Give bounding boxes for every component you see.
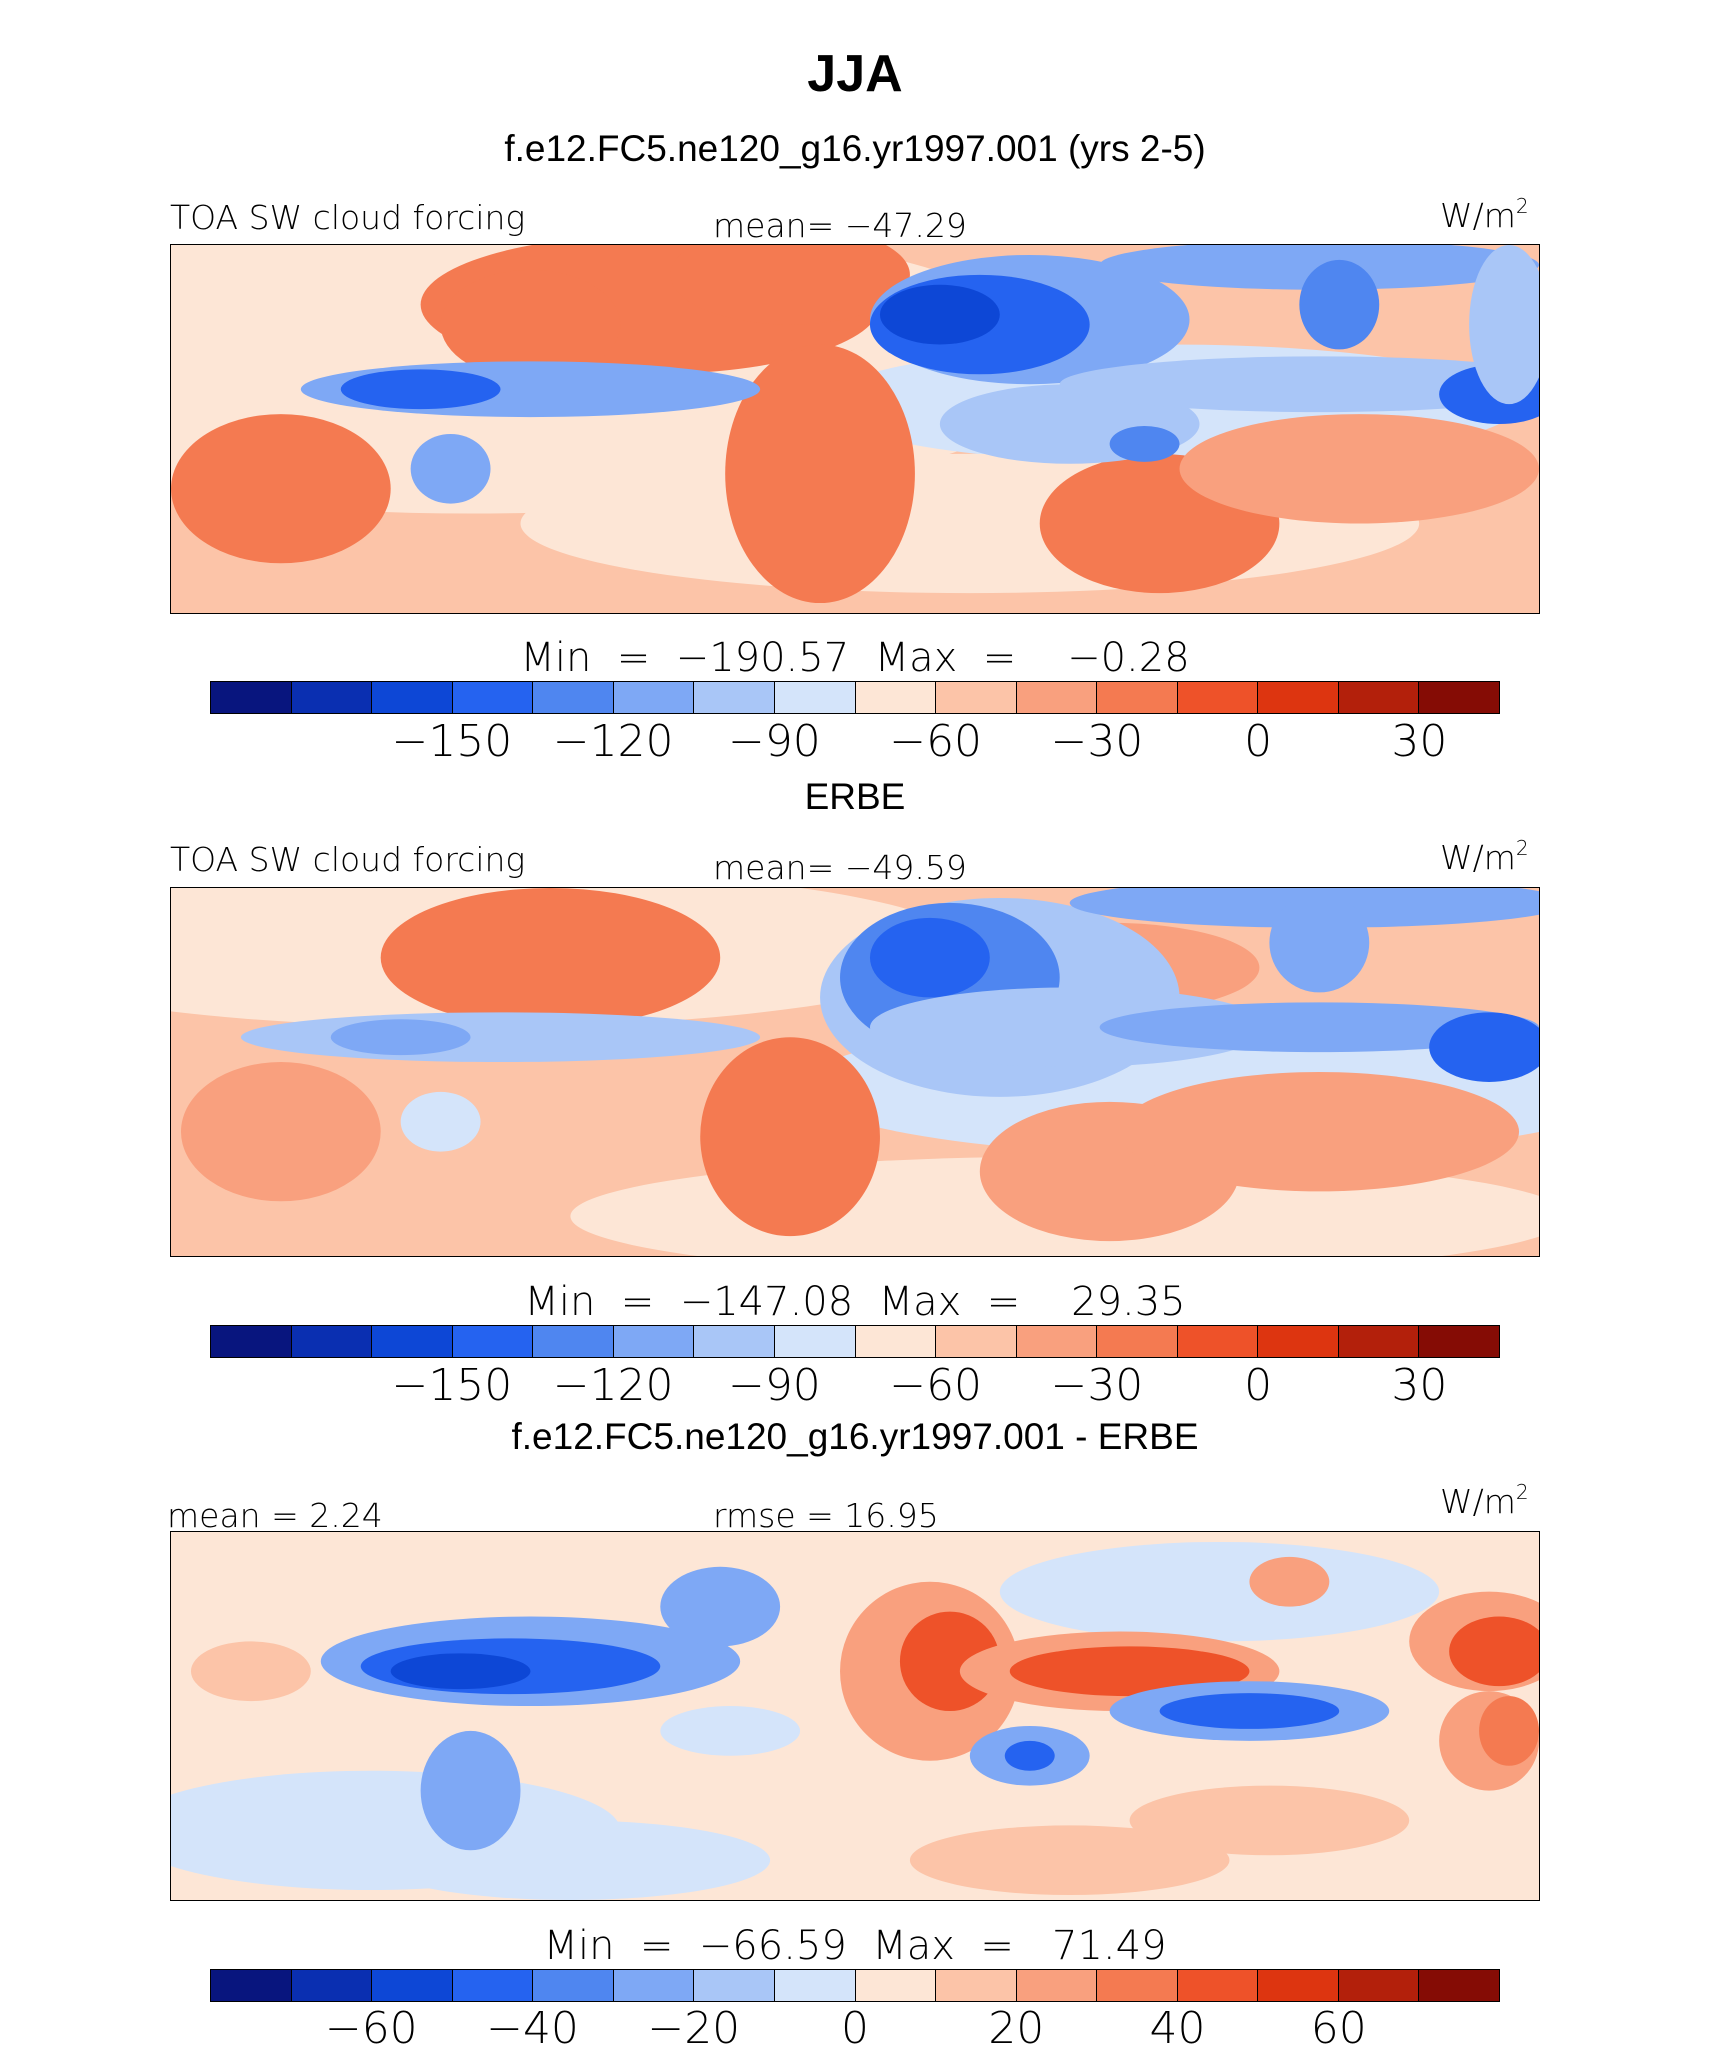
colorbar-swatch [533, 1326, 614, 1357]
colorbar-tick-label: 0 [1244, 716, 1273, 767]
colorbar-swatch [855, 1326, 937, 1357]
panel1-colorbar [210, 681, 1500, 714]
panel3-minmax: Min = −66.59 Max = 71.49 [543, 1923, 1167, 1969]
panel1-colorbar-ticks: −150 −120 −90 −60 −30 0 30 [210, 716, 1500, 767]
colorbar-swatch [291, 1326, 373, 1357]
colorbar-tick-label: −60 [889, 716, 983, 767]
colorbar-tick-label: 30 [1391, 1360, 1448, 1411]
colorbar-tick-label: 20 [988, 2003, 1045, 2054]
colorbar-swatch [533, 682, 614, 713]
panel3-map [170, 1531, 1540, 1901]
panel3-rmse-label: rmse = 16.95 [713, 1496, 939, 1535]
colorbar-swatch [1097, 682, 1178, 713]
colorbar-swatch [613, 682, 695, 713]
colorbar-swatch [1177, 1970, 1259, 2001]
colorbar-swatch [1338, 1326, 1420, 1357]
colorbar-swatch [1097, 1326, 1178, 1357]
panel3-title: f.e12.FC5.ne120_g16.yr1997.001 - ERBE [511, 1416, 1199, 1457]
panel2-units: W/m2 [1440, 836, 1529, 877]
figure-title: JJA [807, 45, 903, 103]
colorbar-swatch [694, 682, 775, 713]
colorbar-swatch [533, 1970, 614, 2001]
colorbar-tick-label: 0 [841, 2003, 869, 2054]
colorbar-swatch [1258, 1970, 1339, 2001]
colorbar-swatch [1016, 1970, 1098, 2001]
figure-subtitle: f.e12.FC5.ne120_g16.yr1997.001 (yrs 2-5) [504, 128, 1206, 169]
colorbar-swatch [1419, 682, 1499, 713]
colorbar-swatch [291, 1970, 373, 2001]
colorbar-tick-label: −90 [727, 716, 821, 767]
panel2-map [170, 887, 1540, 1257]
colorbar-tick-label: −120 [552, 1360, 674, 1411]
colorbar-swatch [613, 1326, 695, 1357]
colorbar-swatch [936, 682, 1017, 713]
colorbar-tick-label: −40 [486, 2003, 579, 2054]
colorbar-swatch [774, 682, 856, 713]
colorbar-tick-label: −30 [1050, 1360, 1144, 1411]
colorbar-swatch [694, 1326, 775, 1357]
colorbar-swatch [211, 1326, 292, 1357]
colorbar-swatch [452, 682, 534, 713]
panel1-units: W/m2 [1440, 194, 1529, 235]
colorbar-swatch [613, 1970, 695, 2001]
colorbar-swatch [1419, 1326, 1499, 1357]
panel2-colorbar-ticks: −150 −120 −90 −60 −30 0 30 [210, 1360, 1500, 1411]
colorbar-tick-label: 40 [1149, 2003, 1206, 2054]
colorbar-tick-label: −60 [324, 2003, 418, 2054]
panel3-colorbar [210, 1969, 1500, 2002]
colorbar-swatch [291, 682, 373, 713]
colorbar-swatch [1097, 1970, 1178, 2001]
colorbar-swatch [855, 1970, 937, 2001]
colorbar-tick-label: 60 [1310, 2003, 1367, 2054]
colorbar-tick-label: −20 [647, 2003, 741, 2054]
colorbar-tick-label: −150 [391, 716, 513, 767]
colorbar-tick-label: −60 [889, 1360, 983, 1411]
colorbar-swatch [1338, 1970, 1420, 2001]
colorbar-swatch [1016, 682, 1098, 713]
colorbar-swatch [1258, 682, 1339, 713]
colorbar-swatch [372, 682, 453, 713]
colorbar-swatch [936, 1970, 1017, 2001]
colorbar-swatch [1177, 682, 1259, 713]
colorbar-tick-label: −30 [1050, 716, 1144, 767]
colorbar-swatch [211, 682, 292, 713]
panel3-units: W/m2 [1440, 1480, 1529, 1521]
colorbar-swatch [372, 1970, 453, 2001]
colorbar-swatch [1177, 1326, 1259, 1357]
panel3-mean-label: mean = 2.24 [167, 1496, 383, 1535]
panel1-mean-label: mean= −47.29 [713, 206, 967, 245]
colorbar-tick-label: −90 [727, 1360, 821, 1411]
colorbar-swatch [1258, 1326, 1339, 1357]
colorbar-swatch [372, 1326, 453, 1357]
colorbar-tick-label: 0 [1244, 1360, 1273, 1411]
colorbar-swatch [1016, 1326, 1098, 1357]
colorbar-swatch [694, 1970, 775, 2001]
colorbar-tick-label: 30 [1391, 716, 1448, 767]
colorbar-swatch [1419, 1970, 1499, 2001]
colorbar-swatch [452, 1970, 534, 2001]
panel2-title: ERBE [804, 776, 906, 817]
colorbar-swatch [452, 1326, 534, 1357]
colorbar-swatch [1338, 682, 1420, 713]
colorbar-tick-label: −150 [391, 1360, 513, 1411]
colorbar-tick-label: −120 [552, 716, 674, 767]
panel1-left-label: TOA SW cloud forcing [170, 198, 526, 237]
colorbar-swatch [774, 1326, 856, 1357]
panel2-mean-label: mean= −49.59 [713, 848, 967, 887]
panel3-colorbar-ticks: −60 −40 −20 0 20 40 60 [210, 2003, 1500, 2054]
panel2-colorbar [210, 1325, 1500, 1358]
panel1-minmax: Min = −190.57 Max = −0.28 [520, 635, 1190, 681]
colorbar-swatch [855, 682, 937, 713]
colorbar-swatch [936, 1326, 1017, 1357]
panel2-minmax: Min = −147.08 Max = 29.35 [524, 1279, 1186, 1325]
panel2-left-label: TOA SW cloud forcing [170, 840, 526, 879]
panel1-map [170, 244, 1540, 614]
colorbar-swatch [774, 1970, 856, 2001]
colorbar-swatch [211, 1970, 292, 2001]
